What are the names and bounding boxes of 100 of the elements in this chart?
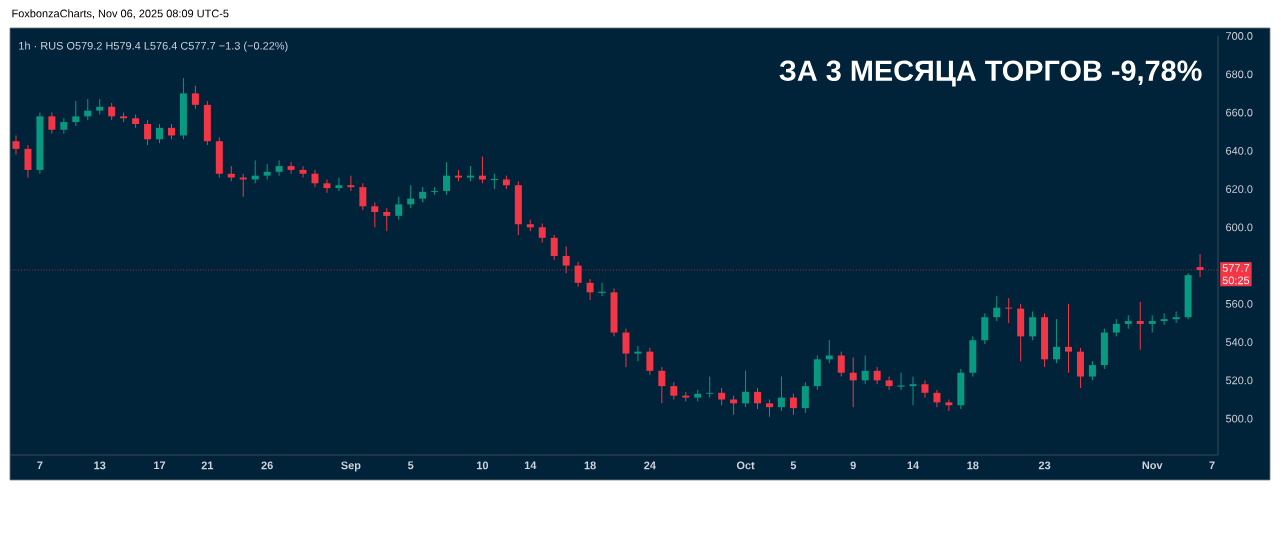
- y-tick-label: 540.0: [1225, 338, 1253, 346]
- candlestick: [921, 379, 929, 399]
- x-tick-label: 5: [790, 461, 797, 470]
- ref-line-label: 577.7: [1222, 264, 1250, 272]
- y-tick-label: 560.0: [1225, 299, 1253, 308]
- candlestick: [706, 376, 714, 399]
- candlestick: [896, 372, 906, 391]
- candlestick: [837, 351, 845, 378]
- candlestick: [1136, 301, 1144, 351]
- candlestick: [383, 207, 391, 232]
- candlestick: [179, 77, 187, 140]
- candlestick: [275, 159, 283, 177]
- x-tick-label: 17: [154, 461, 166, 470]
- candlestick: [48, 112, 56, 135]
- candlestick: [538, 222, 546, 244]
- x-tick-label: 18: [584, 461, 596, 470]
- candlestick: [335, 177, 343, 192]
- candlestick: [730, 395, 738, 416]
- candlestick: [1017, 303, 1025, 362]
- x-tick-label: 14: [907, 461, 920, 470]
- candlestick: [981, 312, 989, 345]
- candlestick: [658, 366, 666, 404]
- x-tick-label: 9: [850, 461, 856, 470]
- candlestick: [156, 123, 164, 144]
- candlestick: [311, 169, 319, 188]
- candlestick: [371, 201, 379, 228]
- candlestick: [287, 161, 295, 175]
- candlestick: [299, 165, 307, 179]
- candlestick: [754, 387, 762, 410]
- candlestick: [885, 376, 893, 391]
- candlestick: [1065, 303, 1072, 374]
- y-tick-label: 660.0: [1226, 108, 1253, 117]
- candlestick: [873, 366, 881, 385]
- candlestick: [634, 345, 642, 362]
- y-tick-label: 680.0: [1226, 70, 1253, 79]
- candlestick: [215, 136, 223, 179]
- candlestick: [586, 278, 594, 301]
- candlestick: [395, 196, 403, 221]
- x-tick-label: 14: [524, 461, 537, 470]
- x-tick-label: 23: [1038, 461, 1051, 470]
- y-tick-label: 600.0: [1226, 223, 1253, 232]
- candlestick: [742, 370, 750, 408]
- text: FoxbonzaCharts, Nov 06, 2025 08:09 UTC-5: [12, 9, 229, 19]
- x-tick-label: Sep: [341, 461, 361, 472]
- x-tick-label: 7: [1209, 461, 1215, 470]
- candlestick: [72, 100, 80, 127]
- y-tick-label: 700.0: [1226, 32, 1253, 40]
- candlestick: [443, 161, 451, 196]
- candlestick: [359, 182, 367, 211]
- x-tick-label: Oct: [736, 461, 755, 470]
- text: ЗА 3 МЕСЯЦА ТОРГОВ -9,78%: [779, 60, 1202, 87]
- candlestick: [203, 100, 211, 146]
- candlestick: [849, 356, 857, 408]
- candlestick: [323, 178, 331, 194]
- candlestick: [36, 112, 44, 175]
- candlestick: [1005, 297, 1013, 324]
- candlestick: [550, 234, 558, 261]
- y-tick-label: 640.0: [1226, 146, 1253, 155]
- candlestick: [813, 355, 821, 391]
- x-tick-label: Nov: [1142, 461, 1163, 470]
- candlestick: [1076, 347, 1084, 389]
- candlestick: [622, 328, 630, 368]
- candlestick: [646, 347, 654, 376]
- x-tick-label: 10: [477, 461, 489, 470]
- candlestick: [1088, 360, 1096, 381]
- candlestick: [993, 295, 1001, 322]
- candlestick: [1029, 310, 1037, 341]
- candlestick: [1172, 310, 1180, 324]
- candlestick: [144, 119, 152, 146]
- candlestick: [933, 389, 941, 408]
- candlestick: [945, 399, 953, 412]
- candlestick: [969, 335, 977, 378]
- candlestick: [1100, 328, 1108, 370]
- candlestick: [1160, 312, 1168, 326]
- candlestick: [957, 368, 965, 410]
- candlestick: [191, 85, 199, 110]
- candlestick: [347, 175, 355, 192]
- chart-subtitle: 1h · RUS O579.2 H579.4 L576.4 C577.7 −1.3 (−0.22%): [19, 41, 288, 52]
- candlestick: [777, 376, 785, 412]
- candlestick: [909, 376, 917, 406]
- candlestick: [12, 134, 20, 156]
- x-tick-label: 7: [37, 461, 43, 470]
- text: 50:25: [1222, 276, 1250, 285]
- candlestick: [825, 339, 833, 364]
- x-tick-label: 13: [94, 461, 106, 470]
- x-tick-label: 5: [407, 461, 414, 470]
- y-tick-label: 620.0: [1226, 185, 1253, 193]
- x-tick-label: 18: [967, 461, 979, 470]
- candlestick: [1041, 312, 1049, 368]
- candlestick: [24, 144, 32, 179]
- candlestick: [861, 355, 869, 385]
- candlestick: [1184, 272, 1192, 320]
- candlestick: [801, 381, 809, 414]
- x-tick-label: 26: [261, 461, 273, 470]
- x-tick-label: 24: [644, 461, 656, 470]
- y-tick-label: 520.0: [1225, 376, 1253, 385]
- candlestick: [1053, 318, 1061, 364]
- candlestick: [514, 180, 522, 236]
- candlestick: [789, 393, 797, 416]
- x-tick-label: 21: [201, 461, 214, 470]
